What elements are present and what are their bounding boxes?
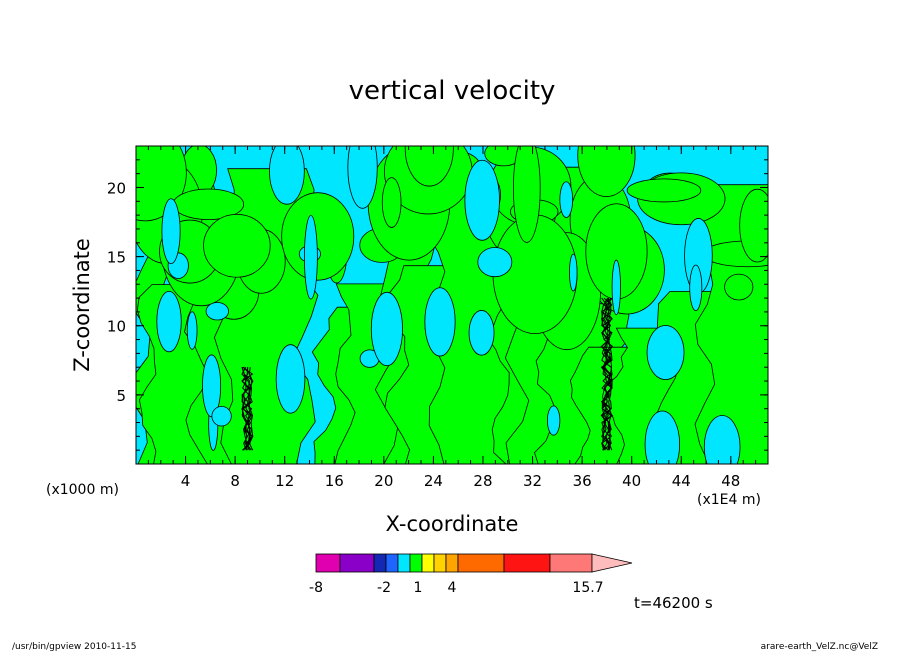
negative-region [546,405,561,436]
colorbar-segment [373,553,387,573]
negative-region [689,264,703,312]
negative-region [186,311,198,350]
x-tick-label: 24 [424,472,443,490]
negative-region [347,146,378,209]
x-tick-label: 28 [473,472,492,490]
colorbar-label: 4 [448,580,457,596]
colorbar-segment [397,553,411,573]
negative-region [569,253,578,292]
negative-region [424,287,456,357]
negative-region [275,344,306,414]
y-axis-label: Z-coordinate [70,238,94,372]
time-annotation: t=46200 s [634,594,713,612]
x-tick-label: 32 [523,472,542,490]
positive-region [381,177,402,228]
positive-region [739,188,768,263]
negative-region [161,198,181,265]
colorbar-segment [409,553,423,573]
x-tick-label: 8 [230,472,240,490]
negative-region [211,405,232,427]
negative-region [205,302,229,321]
positive-region [203,213,271,278]
updraft-contour [241,366,253,451]
y-axis: 5 10 15 20 [107,159,768,451]
colorbar-label: 1 [414,580,423,596]
plot-frame [135,145,769,465]
negative-region [303,215,318,300]
positive-region [281,192,355,281]
x-tick-label: 40 [622,472,641,490]
negative-region [464,159,500,241]
x-tick-label: 12 [275,472,294,490]
updraft-contour [241,367,254,451]
x-tick-label: 16 [325,472,344,490]
updraft-contour [601,297,614,451]
colorbar-arrow [591,553,633,573]
updraft-contour [241,367,253,451]
x-axis: 4 8 12 16 20 24 28 32 36 40 44 48 [147,146,757,490]
colorbar-segment [315,553,341,573]
negative-region [559,181,574,218]
x-scale-note: (x1000 m) [46,482,119,498]
y-tick-label: 20 [107,179,126,197]
colorbar-segment [339,553,375,573]
chart-title: vertical velocity [348,76,556,106]
positive-region [577,146,636,197]
y-tick-label: 15 [107,249,126,267]
contour-field [136,146,768,464]
updraft-contour [600,297,613,451]
negative-region [269,146,305,205]
x-extra-note: (x1E4 m) [697,492,761,508]
colorbar-segment [421,553,435,573]
positive-region [513,146,541,243]
negative-region [703,415,741,464]
colorbar-segment [457,553,505,573]
negative-region [370,291,403,367]
negative-region [646,325,685,380]
positive-region [724,273,754,301]
y-tick-label: 5 [116,387,126,405]
x-axis-label: X-coordinate [385,512,519,536]
colorbar-label: -2 [377,580,391,596]
negative-region [644,410,681,464]
x-tick-label: 20 [374,472,393,490]
x-tick-label: 48 [721,472,740,490]
x-tick-label: 4 [181,472,191,490]
colorbar-segment [385,553,399,573]
x-tick-label: 44 [672,472,691,490]
positive-region [492,214,578,334]
updraft-contour [241,367,253,451]
colorbar-label: -8 [309,580,323,596]
updraft-contour [601,297,613,451]
negative-region [611,259,621,316]
colorbar-label: 15.7 [572,580,603,596]
footer-file: arare-earth_VelZ.nc@VelZ [760,642,878,652]
colorbar-segment [445,553,459,573]
y-tick-label: 10 [107,318,126,336]
negative-region [156,290,182,353]
colorbar: -8 -2 1 4 15.7 [309,553,633,596]
colorbar-segment [433,553,447,573]
positive-region [626,178,702,203]
x-tick-label: 36 [573,472,592,490]
updraft-contour [241,367,254,451]
negative-region [468,310,495,356]
positive-region [404,146,454,187]
footer-program: /usr/bin/gpview 2010-11-15 [12,642,137,652]
negative-region [477,247,513,278]
colorbar-segment [549,553,593,573]
updraft-contour [242,367,254,451]
colorbar-segment [503,553,551,573]
